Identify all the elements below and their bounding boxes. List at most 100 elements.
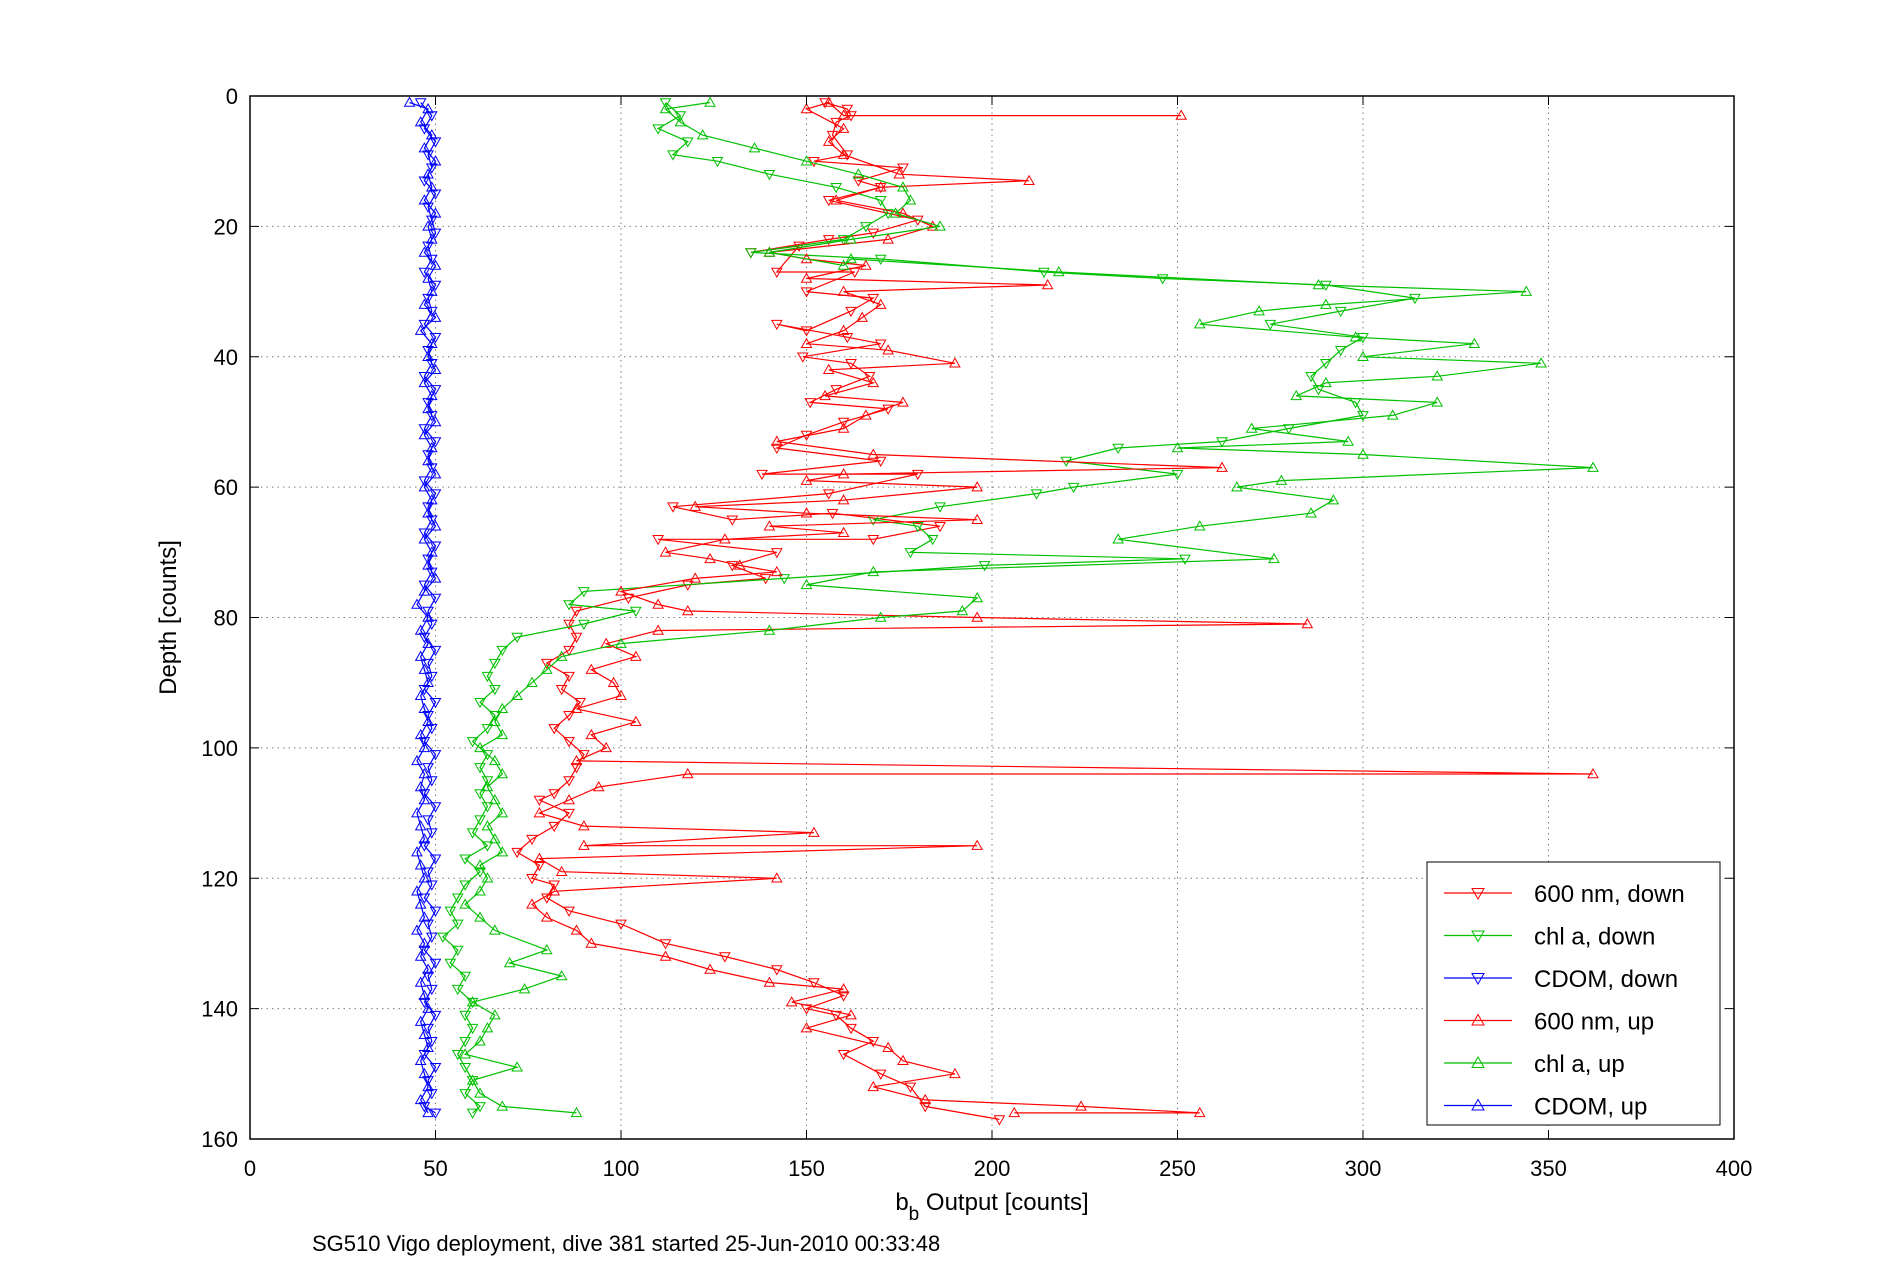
data-point <box>719 952 731 963</box>
data-point <box>422 350 434 361</box>
data-point <box>548 885 561 896</box>
data-point <box>808 826 820 837</box>
data-point <box>659 103 672 114</box>
data-point <box>822 235 835 246</box>
data-point <box>429 958 442 970</box>
data-point <box>837 526 850 538</box>
series-line <box>530 101 1594 1114</box>
data-point <box>1041 279 1054 290</box>
data-point <box>689 572 702 583</box>
data-point <box>837 494 850 505</box>
data-point <box>422 711 434 722</box>
data-point <box>704 96 716 107</box>
chart-caption: SG510 Vigo deployment, dive 381 started … <box>312 1231 940 1256</box>
data-point <box>418 194 431 205</box>
data-point <box>841 104 854 116</box>
data-point <box>411 807 423 818</box>
data-point <box>808 156 820 168</box>
data-point <box>496 702 509 714</box>
data-point <box>822 489 835 500</box>
data-point <box>425 254 438 265</box>
data-point <box>837 148 850 159</box>
x-tick-label: 250 <box>1159 1156 1196 1181</box>
data-point <box>689 500 702 511</box>
data-point <box>414 689 427 700</box>
data-point <box>425 215 438 226</box>
data-point <box>418 841 431 852</box>
data-point <box>488 711 501 722</box>
legend-item: CDOM, down <box>1444 966 1678 993</box>
data-point <box>570 702 583 714</box>
data-point <box>411 846 423 857</box>
data-point <box>429 468 442 479</box>
legend-item: chl a, up <box>1444 1051 1625 1078</box>
data-point <box>418 528 431 539</box>
data-point <box>867 1036 880 1048</box>
data-point <box>422 611 434 622</box>
data-point <box>629 650 642 661</box>
data-point <box>674 116 687 127</box>
data-point <box>578 820 590 831</box>
data-point <box>540 893 553 904</box>
data-point <box>770 435 783 446</box>
data-point <box>425 494 438 505</box>
data-point <box>822 196 835 207</box>
data-point <box>496 767 509 779</box>
data-point <box>425 619 438 631</box>
data-point <box>563 794 575 805</box>
data-point <box>422 103 434 114</box>
data-point <box>459 898 472 909</box>
data-point <box>570 763 583 774</box>
data-point <box>1193 1106 1206 1118</box>
legend-label: 600 nm, down <box>1534 881 1685 908</box>
data-point <box>1193 318 1206 329</box>
data-point <box>474 1102 486 1113</box>
data-point <box>466 737 479 748</box>
data-point <box>422 1002 434 1013</box>
data-point <box>1535 357 1547 368</box>
data-point <box>425 306 438 318</box>
data-point <box>481 841 494 852</box>
data-point <box>919 1093 932 1105</box>
data-point <box>418 1102 431 1113</box>
data-point <box>459 1089 472 1100</box>
data-point <box>466 1023 479 1035</box>
data-point <box>425 285 438 296</box>
data-point <box>1038 267 1050 279</box>
data-point <box>555 970 568 981</box>
data-point <box>466 1108 479 1119</box>
data-point <box>926 220 939 231</box>
data-point <box>1327 494 1340 505</box>
data-point <box>548 724 561 735</box>
data-point <box>800 507 813 518</box>
data-point <box>800 474 813 485</box>
legend-item: CDOM, up <box>1444 1094 1647 1121</box>
data-point <box>756 469 768 481</box>
data-point <box>425 880 438 891</box>
data-point <box>488 684 501 696</box>
data-point <box>425 111 438 122</box>
data-point <box>422 867 434 878</box>
data-point <box>1112 533 1125 544</box>
data-point <box>429 189 442 200</box>
data-point <box>425 567 438 578</box>
data-point <box>837 324 850 335</box>
data-point <box>882 233 894 244</box>
data-point <box>897 396 909 407</box>
data-point <box>719 533 731 544</box>
data-point <box>422 272 434 283</box>
data-point <box>563 776 575 787</box>
data-point <box>418 585 431 596</box>
data-point <box>429 854 442 865</box>
data-point <box>422 763 434 774</box>
data-point <box>1305 372 1317 383</box>
data-point <box>540 911 553 922</box>
data-point <box>1245 422 1258 433</box>
data-point <box>418 737 431 748</box>
data-point <box>993 1115 1006 1126</box>
data-point <box>563 711 575 722</box>
data-point <box>533 795 546 807</box>
data-point <box>411 885 423 896</box>
data-point <box>422 450 434 461</box>
data-point <box>518 983 531 994</box>
